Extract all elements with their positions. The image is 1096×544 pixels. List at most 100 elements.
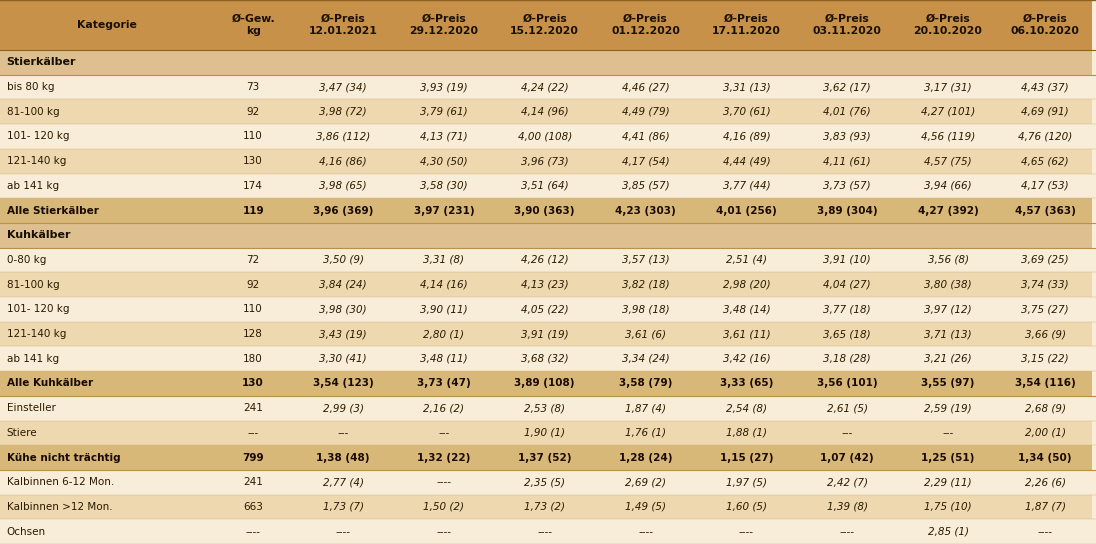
Bar (0, 50, 214, 75)
Bar (797, 223, 898, 248)
Bar (898, 149, 998, 174)
Bar (696, 322, 797, 347)
Text: 3,48 (14): 3,48 (14) (722, 304, 770, 314)
Bar (214, 322, 293, 347)
Bar (293, 297, 393, 322)
Text: 1,28 (24): 1,28 (24) (619, 453, 672, 462)
Bar (293, 396, 393, 421)
Text: 4,26 (12): 4,26 (12) (521, 255, 569, 265)
Bar (696, 347, 797, 371)
Text: Kuhkälber: Kuhkälber (7, 230, 70, 240)
Text: 3,77 (18): 3,77 (18) (823, 304, 871, 314)
Bar (293, 75, 393, 100)
Text: 3,66 (9): 3,66 (9) (1025, 329, 1065, 339)
Bar (393, 273, 494, 297)
Bar (797, 100, 898, 124)
Bar (0, 223, 214, 248)
Text: 3,68 (32): 3,68 (32) (521, 354, 569, 364)
Text: 4,05 (22): 4,05 (22) (521, 304, 569, 314)
Bar (797, 520, 898, 544)
Bar (696, 248, 797, 273)
Bar (393, 494, 494, 520)
Text: 4,16 (86): 4,16 (86) (319, 156, 367, 166)
Text: 92: 92 (247, 280, 260, 289)
Bar (214, 297, 293, 322)
Bar (898, 273, 998, 297)
Bar (797, 421, 898, 445)
Bar (797, 174, 898, 198)
Text: 3,98 (18): 3,98 (18) (621, 304, 670, 314)
Text: 1,07 (42): 1,07 (42) (821, 453, 874, 462)
Bar (998, 396, 1092, 421)
Text: 3,97 (12): 3,97 (12) (924, 304, 972, 314)
Text: Ø-Preis
15.12.2020: Ø-Preis 15.12.2020 (511, 14, 579, 36)
Bar (797, 470, 898, 494)
Bar (494, 223, 595, 248)
Bar (0, 297, 214, 322)
Bar (898, 223, 998, 248)
Bar (696, 421, 797, 445)
Bar (898, 396, 998, 421)
Text: 3,58 (79): 3,58 (79) (619, 379, 672, 388)
Text: 3,18 (28): 3,18 (28) (823, 354, 871, 364)
Text: 663: 663 (243, 502, 263, 512)
Bar (595, 494, 696, 520)
Text: 1,37 (52): 1,37 (52) (518, 453, 571, 462)
Bar (898, 470, 998, 494)
Bar (595, 248, 696, 273)
Text: 4,17 (54): 4,17 (54) (621, 156, 670, 166)
Bar (393, 248, 494, 273)
Bar (293, 322, 393, 347)
Bar (494, 494, 595, 520)
Text: 81-100 kg: 81-100 kg (7, 280, 59, 289)
Bar (696, 198, 797, 223)
Bar (696, 223, 797, 248)
Bar (293, 149, 393, 174)
Text: 3,54 (116): 3,54 (116) (1015, 379, 1075, 388)
Text: ----: ---- (246, 527, 261, 536)
Bar (998, 421, 1092, 445)
Bar (293, 223, 393, 248)
Text: 3,15 (22): 3,15 (22) (1021, 354, 1069, 364)
Text: ---: --- (338, 428, 349, 438)
Bar (998, 223, 1092, 248)
Bar (214, 149, 293, 174)
Bar (293, 100, 393, 124)
Text: 3,74 (33): 3,74 (33) (1021, 280, 1069, 289)
Bar (494, 100, 595, 124)
Text: 1,25 (51): 1,25 (51) (922, 453, 974, 462)
Text: 3,96 (369): 3,96 (369) (312, 206, 374, 215)
Text: 4,13 (71): 4,13 (71) (420, 132, 468, 141)
Text: 1,32 (22): 1,32 (22) (418, 453, 470, 462)
Bar (293, 124, 393, 149)
Text: 3,62 (17): 3,62 (17) (823, 82, 871, 92)
Bar (393, 223, 494, 248)
Text: 2,54 (8): 2,54 (8) (726, 403, 767, 413)
Text: 4,13 (23): 4,13 (23) (521, 280, 569, 289)
Bar (393, 75, 494, 100)
Text: 3,91 (10): 3,91 (10) (823, 255, 871, 265)
Bar (0, 174, 214, 198)
Text: ---: --- (943, 428, 954, 438)
Text: 2,98 (20): 2,98 (20) (722, 280, 770, 289)
Bar (595, 297, 696, 322)
Text: Kategorie: Kategorie (77, 20, 137, 30)
Bar (797, 322, 898, 347)
Bar (214, 248, 293, 273)
Text: 3,84 (24): 3,84 (24) (319, 280, 367, 289)
Text: 4,65 (62): 4,65 (62) (1021, 156, 1069, 166)
Bar (393, 124, 494, 149)
Bar (595, 50, 696, 75)
Bar (214, 520, 293, 544)
Bar (293, 248, 393, 273)
Bar (797, 273, 898, 297)
Bar (998, 371, 1092, 396)
Bar (797, 149, 898, 174)
Text: 3,70 (61): 3,70 (61) (722, 107, 770, 117)
Text: 110: 110 (243, 132, 263, 141)
Bar (393, 174, 494, 198)
Bar (998, 0, 1092, 50)
Bar (393, 470, 494, 494)
Bar (214, 421, 293, 445)
Bar (293, 470, 393, 494)
